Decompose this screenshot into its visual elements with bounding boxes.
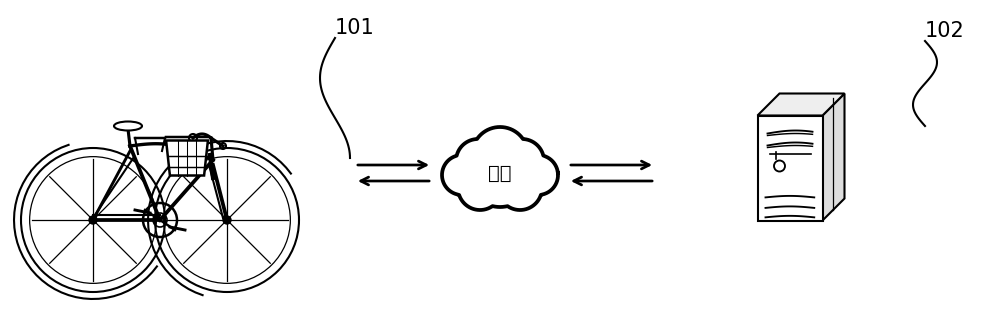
Polygon shape <box>822 93 844 221</box>
Polygon shape <box>758 116 822 221</box>
Text: 101: 101 <box>335 18 375 38</box>
Polygon shape <box>758 93 844 116</box>
Ellipse shape <box>114 121 142 130</box>
Circle shape <box>89 216 97 224</box>
Polygon shape <box>442 127 558 210</box>
Polygon shape <box>166 141 208 175</box>
Text: 网络: 网络 <box>488 163 512 182</box>
Circle shape <box>223 216 231 224</box>
Text: 102: 102 <box>925 21 965 41</box>
